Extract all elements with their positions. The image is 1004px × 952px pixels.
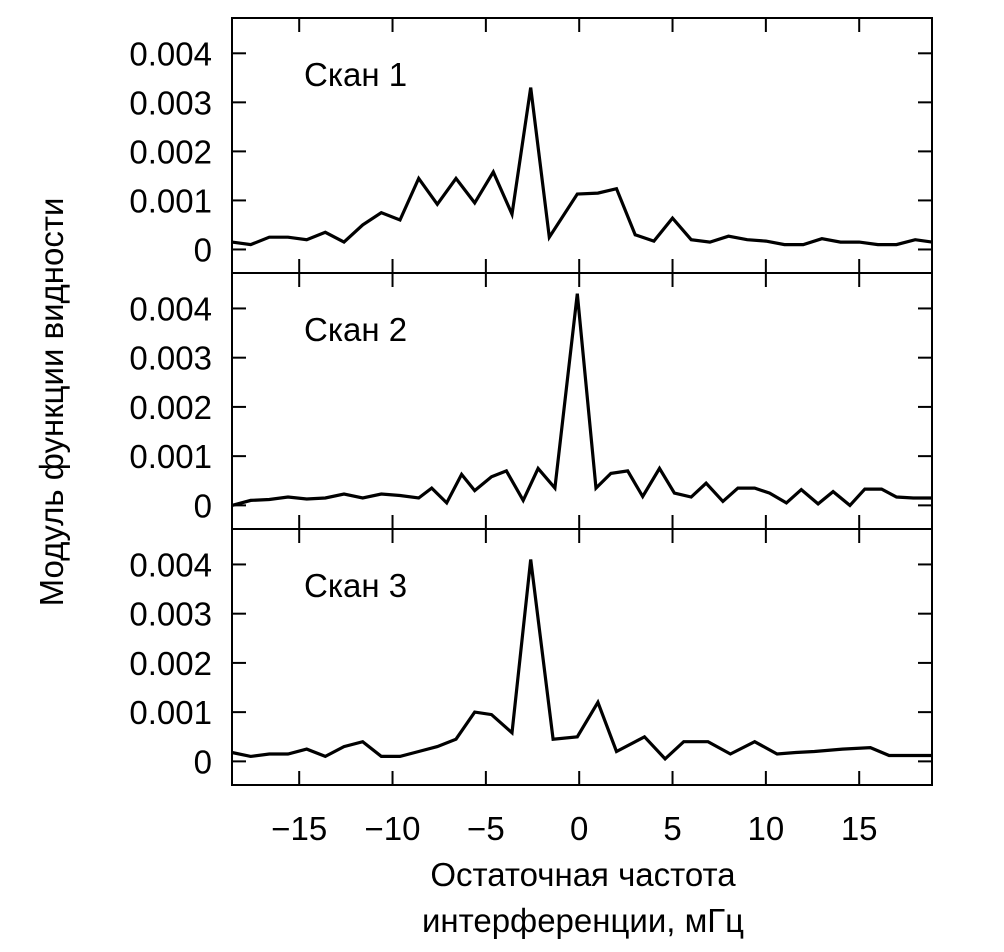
y-tick-label: 0.003 (129, 596, 212, 633)
panel-label: Скан 1 (304, 56, 407, 93)
y-tick-label: 0 (194, 743, 212, 780)
panel-frame (231, 528, 933, 786)
y-tick-label: 0.002 (129, 389, 212, 426)
x-tick-label: −15 (271, 810, 327, 847)
y-tick-label: 0 (194, 231, 212, 268)
y-tick-label: 0.002 (129, 645, 212, 682)
panel-label: Скан 2 (304, 311, 407, 348)
x-axis-title-line-1: Остаточная частота (430, 856, 736, 893)
y-tick-label: 0 (194, 487, 212, 524)
series-line (231, 87, 933, 247)
y-tick-label: 0.002 (129, 133, 212, 170)
panels: 0 0.001 0.002 0.003 0.004 Скан 1 0 0.001 0.002 0.… (129, 17, 933, 847)
y-tick-label: 0.003 (129, 84, 212, 121)
x-tick-label: 5 (663, 810, 681, 847)
panel-3: 0 0.001 0.002 0.003 0.004 Скан 3 (129, 528, 933, 786)
y-tick-label: 0.004 (129, 35, 212, 72)
x-tick-labels: −15 −10 −5 0 5 10 15 (271, 810, 877, 847)
x-tick-label: 10 (748, 810, 785, 847)
y-tick-label: 0.003 (129, 340, 212, 377)
y-tick-label: 0.001 (129, 182, 212, 219)
y-tick-label: 0.001 (129, 438, 212, 475)
x-tick-label: 15 (841, 810, 878, 847)
x-tick-label: −10 (365, 810, 421, 847)
y-tick-label: 0.004 (129, 546, 212, 583)
series-line (231, 293, 932, 508)
series-line (231, 559, 932, 762)
panel-1: 0 0.001 0.002 0.003 0.004 Скан 1 (129, 17, 933, 274)
x-tick-label: 0 (570, 810, 588, 847)
y-tick-label: 0.001 (129, 694, 212, 731)
panel-label: Скан 3 (304, 567, 407, 604)
x-axis-title-line-2: интерференции, мГц (422, 902, 744, 939)
panel-2: 0 0.001 0.002 0.003 0.004 Скан 2 (129, 272, 933, 530)
x-tick-label: −5 (467, 810, 505, 847)
y-tick-label: 0.004 (129, 290, 212, 327)
y-axis-title: Модуль функции видности (33, 198, 70, 607)
